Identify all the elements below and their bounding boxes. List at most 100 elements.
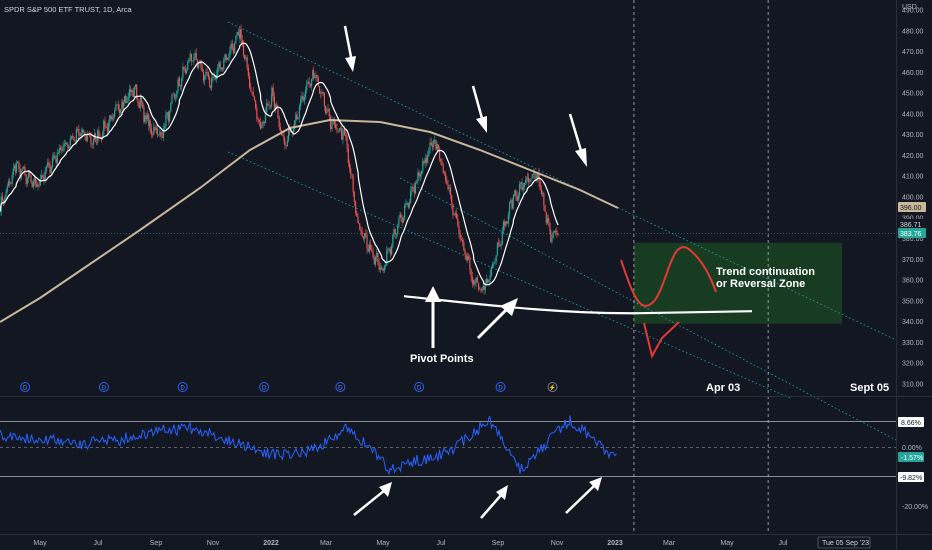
event-badge-glyph: D — [498, 386, 503, 392]
channel-line — [227, 21, 897, 341]
candle-body — [312, 70, 314, 80]
candle-body — [257, 118, 259, 120]
candle-body — [322, 92, 324, 94]
candle-body — [399, 214, 401, 219]
candle-body — [447, 184, 449, 189]
candle-body — [69, 138, 71, 146]
candle-body — [49, 164, 51, 174]
candle-body — [248, 76, 251, 88]
candle-body — [24, 166, 26, 175]
candle-body — [260, 127, 262, 129]
candle-body — [167, 112, 169, 122]
price-axis[interactable]: 490.00 480.00 470.00 460.00 450.00 440.00 430.… — [902, 8, 924, 389]
candle-body — [466, 256, 469, 260]
price-tick: 480.00 — [902, 28, 924, 35]
candle-body — [321, 92, 323, 94]
candle-body — [139, 97, 141, 108]
candle-body — [418, 172, 420, 177]
candle-body — [142, 102, 144, 108]
candle-body — [529, 180, 531, 182]
candle-body — [137, 98, 139, 103]
candle-body — [4, 197, 6, 204]
time-tick: Jul — [437, 540, 446, 547]
candle-body — [5, 191, 7, 198]
candle-body — [345, 132, 347, 137]
candle-body — [110, 115, 112, 120]
candle-body — [366, 234, 368, 249]
candle-body — [428, 150, 430, 156]
candle-body — [206, 72, 208, 73]
candle-body — [9, 181, 11, 184]
event-badges[interactable]: D D D D D D D ⚡ — [20, 382, 558, 392]
candle-body — [51, 157, 54, 168]
candle-body — [111, 116, 113, 120]
candle-body — [301, 96, 303, 99]
candle-body — [61, 149, 63, 151]
candle-body — [381, 267, 383, 269]
candle-body — [488, 279, 490, 283]
candle-body — [317, 77, 319, 86]
candle-body — [12, 168, 14, 176]
candle-body — [263, 121, 265, 124]
candle-body — [190, 53, 192, 61]
candle-body — [543, 193, 545, 206]
candle-body — [532, 173, 535, 175]
candle-body — [31, 182, 33, 187]
arrow-up-right-icon — [480, 485, 508, 519]
candle-body — [405, 204, 407, 206]
candle-body — [443, 172, 446, 174]
candle-body — [502, 221, 505, 231]
candle-body — [194, 53, 196, 57]
candle-body — [482, 286, 485, 289]
candle-body — [239, 29, 241, 39]
candle-body — [546, 218, 549, 224]
candle-body — [66, 143, 68, 144]
candle-body — [556, 230, 558, 235]
candle-body — [54, 155, 56, 160]
candle-body — [149, 120, 151, 129]
candle-body — [545, 211, 547, 224]
candle-body — [116, 104, 118, 106]
price-tick: 310.00 — [902, 382, 924, 389]
candle-body — [350, 168, 352, 175]
candle-body — [493, 263, 495, 264]
candle-body — [165, 114, 167, 127]
candle-body — [516, 195, 518, 202]
arrow-up-right-icon — [476, 298, 518, 340]
candle-body — [517, 195, 519, 202]
candle-body — [106, 127, 108, 132]
candle-body — [297, 117, 299, 120]
reversal-zone — [633, 242, 842, 324]
candle-body — [80, 132, 82, 136]
candle-body — [242, 43, 245, 55]
candle-body — [279, 127, 282, 131]
candle-body — [508, 202, 511, 215]
arrow-up-icon — [425, 286, 441, 348]
time-axis[interactable]: May Jul Sep Nov 2022 Mar May Jul Sep Nov 2023 Mar Ma… — [33, 540, 788, 547]
event-badge-glyph: D — [338, 386, 343, 392]
candle-body — [470, 269, 472, 277]
candle-body — [371, 249, 373, 252]
candle-body — [398, 218, 400, 226]
candle-body — [320, 93, 322, 94]
candle-body — [289, 128, 291, 133]
price-tick: 430.00 — [902, 132, 924, 139]
indicator-tick-minus20: -20.00% — [902, 504, 928, 511]
candle-body — [400, 214, 402, 218]
candle-body — [273, 96, 275, 111]
time-tick: Nov — [551, 540, 564, 547]
candle-body — [475, 277, 477, 283]
candle-body — [150, 128, 152, 135]
candle-body — [357, 222, 360, 224]
candle-body — [462, 240, 464, 243]
candle-body — [56, 152, 58, 163]
candle-body — [209, 86, 212, 88]
candle-body — [342, 133, 344, 140]
candle-body — [173, 94, 176, 98]
candle-body — [240, 29, 242, 40]
candle-body — [413, 187, 415, 194]
candle-body — [401, 217, 403, 223]
candle-body — [537, 172, 539, 177]
candle-body — [213, 75, 215, 78]
